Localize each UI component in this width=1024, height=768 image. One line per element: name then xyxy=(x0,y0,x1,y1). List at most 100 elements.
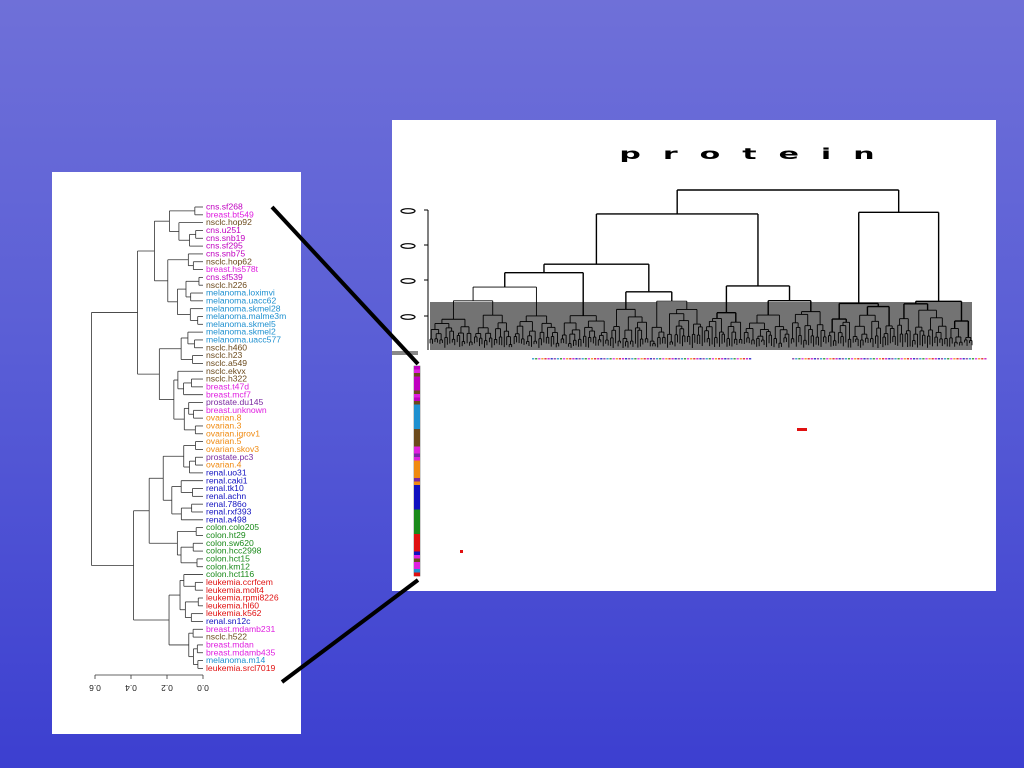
column-label-mark xyxy=(550,358,553,360)
column-label-mark xyxy=(857,358,860,360)
column-label-mark xyxy=(594,358,597,360)
row-color-cell xyxy=(414,457,420,461)
column-label-mark xyxy=(978,358,981,360)
column-label-mark xyxy=(813,358,816,360)
cell-line-dendrogram-panel: cns.sf268 breast.bt549 nsclc.hop92 cns.u251… xyxy=(52,172,301,734)
leaf-label: leukemia.ccrfcem xyxy=(206,577,273,587)
leaf-label: colon.hcc2998 xyxy=(206,546,262,556)
column-label-mark xyxy=(646,358,649,360)
row-color-cell xyxy=(414,523,420,528)
leaf-label: melanoma.uacc62 xyxy=(206,295,276,305)
column-label-mark xyxy=(581,358,584,360)
row-color-cell xyxy=(414,376,420,381)
leaf-label: nsclc.h226 xyxy=(206,280,247,290)
leaf-label: breast.mdan xyxy=(206,640,254,650)
leaf-label: nsclc.h23 xyxy=(206,350,243,360)
column-label-mark xyxy=(956,358,959,360)
row-color-cell xyxy=(414,537,420,542)
y-axis-tick-glyph xyxy=(400,243,416,249)
column-label-mark xyxy=(885,358,888,360)
column-label-mark xyxy=(975,358,978,360)
column-label-mark xyxy=(652,358,656,360)
row-color-cell xyxy=(414,415,420,419)
row-color-cell xyxy=(414,516,420,521)
leaf-label: nsclc.h322 xyxy=(206,374,247,384)
row-color-cell xyxy=(414,411,420,416)
column-label-mark xyxy=(674,358,677,360)
leaf-label: cns.snb75 xyxy=(206,249,245,259)
column-label-mark xyxy=(922,358,925,360)
column-label-mark xyxy=(820,358,823,360)
column-label-mark xyxy=(953,358,956,360)
leaf-label: colon.sw620 xyxy=(206,538,254,548)
column-label-mark xyxy=(882,358,885,360)
column-label-mark xyxy=(569,358,572,360)
column-label-mark xyxy=(547,358,550,360)
row-color-cell xyxy=(414,478,420,482)
protein-heatmap-panel: protein xyxy=(392,120,996,591)
row-color-cell xyxy=(414,513,420,517)
column-label-mark xyxy=(872,358,875,360)
leaf-label: leukemia.molt4 xyxy=(206,585,264,595)
column-label-mark xyxy=(897,358,900,360)
heatmap-red-mark xyxy=(797,428,807,431)
column-label-mark xyxy=(683,358,687,360)
column-label-mark xyxy=(727,358,730,360)
column-label-mark xyxy=(690,358,693,360)
row-color-cell xyxy=(414,481,420,486)
column-label-mark xyxy=(724,358,727,360)
column-label-mark xyxy=(909,358,913,360)
column-label-mark xyxy=(541,358,544,360)
column-label-mark xyxy=(730,358,733,360)
column-label-mark xyxy=(900,358,903,360)
column-label-mark xyxy=(829,358,832,360)
row-color-cell xyxy=(414,558,420,563)
column-label-mark xyxy=(928,358,931,360)
column-label-mark xyxy=(711,358,714,360)
row-color-cell xyxy=(414,499,420,503)
y-axis-tick-glyph xyxy=(400,208,416,214)
leaf-label: nsclc.h522 xyxy=(206,632,247,642)
leaf-label: renal.sn12c xyxy=(206,616,251,626)
row-color-cell xyxy=(414,383,420,388)
leaf-label: melanoma.uacc577 xyxy=(206,335,281,345)
row-color-cell xyxy=(414,439,420,444)
column-label-mark xyxy=(587,358,590,360)
column-label-mark xyxy=(559,358,563,360)
column-label-mark xyxy=(875,358,878,360)
leaf-label: leukemia.hl60 xyxy=(206,600,259,610)
column-label-mark xyxy=(844,358,847,360)
column-label-mark xyxy=(659,358,662,360)
row-color-cell xyxy=(414,394,420,398)
column-label-mark xyxy=(891,358,894,360)
column-label-mark xyxy=(615,358,618,360)
leaf-label: melanoma.loximvi xyxy=(206,288,275,298)
column-label-mark xyxy=(937,358,940,360)
column-label-mark xyxy=(597,358,600,360)
row-color-cell xyxy=(414,565,420,570)
column-label-mark xyxy=(801,358,804,360)
leaf-label: breast.hs578t xyxy=(206,264,259,274)
row-color-cell xyxy=(414,380,420,384)
column-label-mark xyxy=(631,358,634,360)
leaf-label: cns.sf268 xyxy=(206,202,243,212)
column-label-mark xyxy=(965,358,968,360)
column-label-mark xyxy=(705,358,708,360)
column-label-mark xyxy=(739,358,742,360)
leaf-label: leukemia.rpmi8226 xyxy=(206,593,279,603)
column-label-mark xyxy=(668,358,671,360)
leaf-label: colon.hct15 xyxy=(206,554,250,564)
leaf-label: prostate.pc3 xyxy=(206,452,254,462)
row-color-cell xyxy=(414,474,420,479)
column-label-mark xyxy=(835,358,838,360)
column-label-mark xyxy=(950,358,953,360)
column-label-mark xyxy=(721,358,724,360)
column-label-mark xyxy=(962,358,965,360)
leaf-label: renal.uo31 xyxy=(206,467,247,477)
row-color-cell xyxy=(414,404,420,409)
row-color-cell xyxy=(414,418,420,423)
column-label-mark xyxy=(563,358,566,360)
leaf-label: renal.a498 xyxy=(206,514,247,524)
leaf-label: prostate.du145 xyxy=(206,397,264,407)
leaf-label: cns.sf539 xyxy=(206,272,243,282)
